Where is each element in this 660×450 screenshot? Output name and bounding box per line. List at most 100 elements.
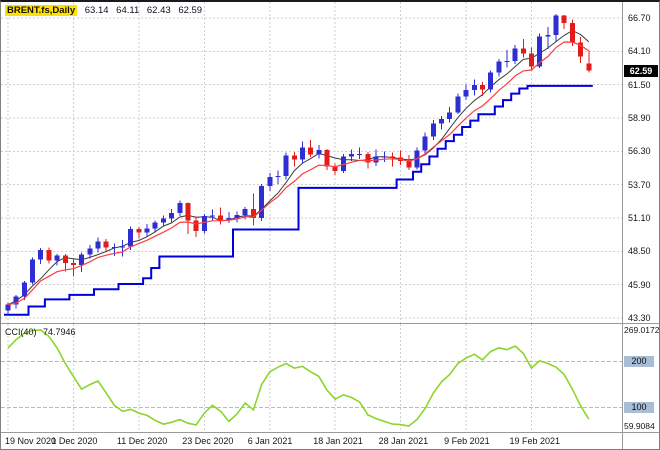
candle-body bbox=[13, 296, 19, 305]
candle-body bbox=[210, 215, 215, 217]
candle-body bbox=[365, 153, 371, 163]
candle-body bbox=[242, 209, 248, 215]
candle-body bbox=[406, 161, 412, 168]
cci-indicator-chart[interactable] bbox=[1, 324, 622, 432]
candle-body bbox=[422, 136, 428, 151]
candle-body bbox=[87, 248, 93, 255]
candle-body bbox=[5, 304, 11, 311]
candle-body bbox=[283, 155, 289, 176]
close-value: 62.59 bbox=[178, 5, 203, 16]
candle-body bbox=[38, 249, 44, 260]
candle-body bbox=[218, 215, 224, 221]
candle-body bbox=[226, 218, 232, 221]
price-axis-label: 58.90 bbox=[628, 113, 651, 123]
candle-body bbox=[340, 156, 346, 172]
indicator-name: CCI(40) bbox=[5, 327, 37, 337]
black-ma-line bbox=[7, 30, 590, 306]
candle-body bbox=[152, 222, 158, 229]
candle-body bbox=[586, 63, 592, 71]
candle-body bbox=[332, 166, 338, 172]
candle-body bbox=[128, 228, 134, 247]
candle-body bbox=[439, 118, 444, 124]
high-value: 64.11 bbox=[116, 5, 140, 16]
candle-body bbox=[324, 149, 330, 167]
cci-level-badge-100: 100 bbox=[624, 401, 654, 413]
time-axis-label: 11 Dec 2020 bbox=[116, 436, 168, 446]
candle-body bbox=[316, 149, 322, 155]
candle-body bbox=[259, 185, 265, 219]
candle-body bbox=[463, 89, 469, 97]
time-axis-label: 18 Jan 2021 bbox=[313, 436, 363, 446]
candle-body bbox=[569, 23, 575, 43]
candle-body bbox=[250, 209, 256, 219]
cci-level-badge-200: 200 bbox=[624, 355, 654, 367]
candle-body bbox=[21, 282, 27, 297]
time-axis-label: 1 Dec 2020 bbox=[51, 436, 98, 446]
candle-body bbox=[381, 156, 387, 158]
candle-body bbox=[349, 154, 355, 157]
time-axis[interactable]: 19 Nov 2020 1 Dec 2020 11 Dec 2020 23 Dec 2… bbox=[1, 433, 622, 449]
candle-body bbox=[471, 85, 477, 90]
time-axis-label: 19 Feb 2021 bbox=[509, 436, 561, 446]
candle-body bbox=[193, 220, 199, 232]
candle-body bbox=[496, 61, 502, 73]
time-axis-label: 6 Jan 2021 bbox=[247, 436, 293, 446]
candle-body bbox=[553, 15, 559, 36]
candle-body bbox=[357, 153, 363, 155]
time-axis-separator bbox=[1, 432, 659, 433]
candle-body bbox=[520, 48, 526, 54]
candle-body bbox=[185, 203, 191, 221]
time-axis-label: 28 Jan 2021 bbox=[378, 436, 429, 446]
price-axis-label: 61.50 bbox=[628, 79, 651, 90]
candle-body bbox=[267, 177, 273, 186]
candle-body bbox=[291, 155, 297, 160]
current-price-badge: 62.59 bbox=[624, 64, 658, 77]
candle-body bbox=[504, 60, 510, 62]
candle-body bbox=[234, 214, 240, 219]
time-axis-label: 23 Dec 2020 bbox=[182, 436, 234, 446]
price-axis-label: 56.30 bbox=[628, 146, 651, 157]
ohlc-info: BRENT.fs,Daily 63.14 64.11 62.43 62.59 bbox=[5, 5, 202, 16]
candle-body bbox=[70, 263, 76, 266]
candle-body bbox=[169, 212, 175, 219]
candle-body bbox=[479, 85, 485, 90]
candle-body bbox=[488, 72, 494, 90]
red-ma-line bbox=[7, 41, 590, 306]
candle-body bbox=[136, 228, 142, 233]
candle-body bbox=[160, 218, 166, 223]
candle-body bbox=[111, 247, 117, 248]
candle-body bbox=[144, 228, 150, 233]
candle-body bbox=[79, 254, 85, 266]
pane-separator[interactable] bbox=[1, 323, 659, 324]
time-axis-label: 9 Feb 2021 bbox=[444, 436, 490, 446]
price-axis-label: 53.70 bbox=[628, 179, 651, 190]
candle-body bbox=[455, 96, 461, 113]
candle-body bbox=[430, 123, 436, 137]
candle-body bbox=[103, 241, 109, 248]
candle-body bbox=[545, 35, 551, 37]
symbol-timeframe-label: BRENT.fs,Daily bbox=[5, 5, 78, 16]
price-chart[interactable] bbox=[1, 2, 622, 323]
open-value: 63.14 bbox=[84, 5, 109, 16]
step-support-line bbox=[4, 84, 593, 316]
candle-body bbox=[537, 36, 543, 67]
price-axis[interactable]: 66.70 64.10 61.50 58.90 56.30 53.70 51.10 48.50… bbox=[622, 2, 660, 449]
price-axis-label: 51.10 bbox=[628, 213, 651, 223]
candle-body bbox=[578, 42, 584, 57]
price-axis-label: 66.70 bbox=[628, 13, 651, 23]
candle-body bbox=[512, 48, 518, 61]
candle-body bbox=[308, 147, 314, 155]
candle-body bbox=[561, 15, 567, 24]
candle-body bbox=[46, 249, 52, 261]
candle-body bbox=[300, 147, 305, 160]
candle-body bbox=[62, 255, 68, 263]
price-axis-label: 45.90 bbox=[628, 279, 651, 290]
candle-body bbox=[54, 255, 60, 261]
price-axis-label: 43.30 bbox=[628, 313, 651, 323]
candle-body bbox=[95, 241, 101, 249]
candle-body bbox=[447, 112, 453, 119]
cci-line bbox=[7, 329, 590, 427]
candle-body bbox=[390, 156, 395, 158]
cci-max-label: 269.0172 bbox=[624, 325, 660, 335]
